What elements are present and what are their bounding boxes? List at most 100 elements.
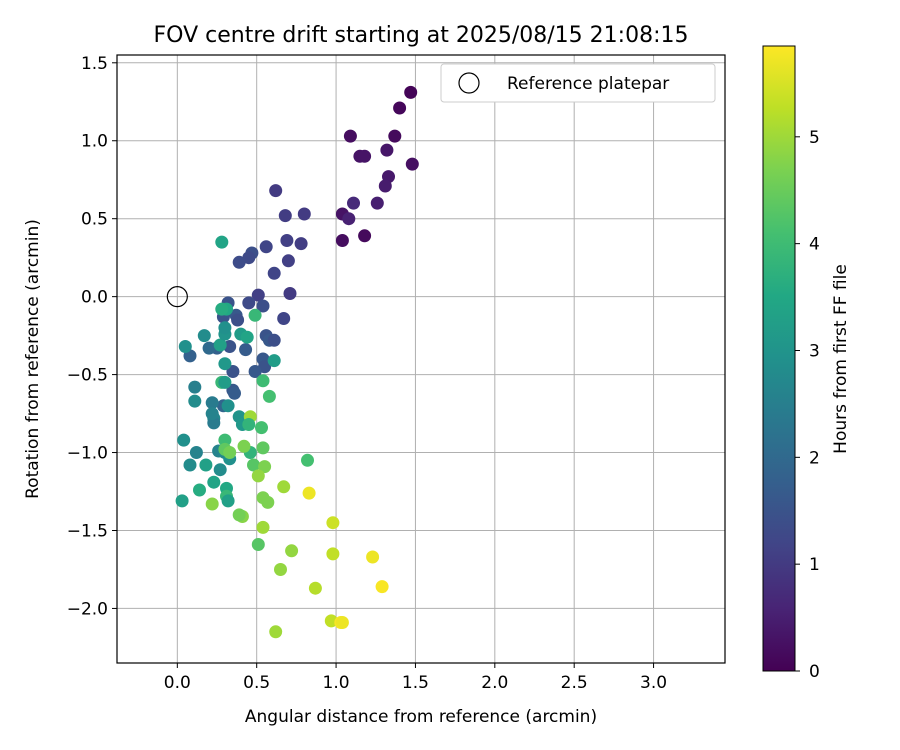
scatter-point [326, 547, 340, 561]
colorbar-ticks: 0 1 2 3 4 5 [795, 128, 820, 682]
scatter-point [256, 441, 270, 455]
scatter-point [378, 179, 392, 193]
scatter-point [283, 287, 297, 300]
scatter-point [388, 129, 402, 143]
x-tick-label: 0.0 [164, 673, 191, 693]
x-tick-label: 1.0 [323, 673, 350, 693]
x-tick-label: 2.0 [481, 673, 508, 693]
colorbar-gradient [762, 45, 796, 672]
scatter-point [302, 486, 316, 500]
scatter-point [197, 329, 211, 343]
x-tick-label: 3.0 [640, 673, 667, 693]
scatter-point [215, 235, 229, 249]
scatter-point [251, 469, 265, 483]
legend-box [440, 63, 716, 103]
scatter-point [358, 229, 372, 243]
scatter-point [205, 407, 219, 421]
y-tick-label: −1.5 [67, 521, 108, 541]
scatter-point [251, 538, 265, 551]
scatter-point [256, 299, 270, 313]
scatter-point [393, 101, 407, 115]
scatter-point [308, 581, 322, 595]
scatter-point [256, 520, 270, 534]
plot-frame [116, 54, 726, 664]
scatter-point [326, 516, 340, 530]
scatter-point [248, 365, 262, 378]
x-tick-label: 1.5 [402, 673, 429, 693]
x-axis-label: Angular distance from reference (arcmin) [245, 707, 597, 727]
scatter-point [242, 296, 256, 310]
scatter-point [405, 157, 419, 171]
colorbar-tick-label: 1 [809, 555, 820, 575]
colorbar-tick-label: 5 [809, 128, 820, 148]
scatter-point [221, 399, 235, 413]
scatter-point [294, 237, 308, 251]
scatter-point [221, 494, 235, 508]
scatter-point [202, 341, 216, 355]
scatter-point [188, 380, 202, 394]
scatter-point [342, 212, 356, 226]
y-tick-label: −2.0 [67, 599, 108, 619]
scatter-point [370, 196, 384, 210]
scatter-point [218, 321, 232, 335]
scatter-point [301, 453, 314, 467]
chart-title: FOV centre drift starting at 2025/08/15 … [154, 23, 689, 48]
colorbar-tick-label: 2 [809, 448, 820, 468]
scatter-point [231, 313, 245, 327]
scatter-point [269, 625, 283, 639]
scatter-point [183, 458, 197, 472]
y-tick-label: −1.0 [67, 444, 108, 464]
scatter-point [255, 421, 268, 435]
x-tick-label: 0.5 [243, 673, 270, 693]
scatter-point [280, 234, 294, 247]
scatter-point [343, 129, 357, 143]
scatter-point [213, 338, 227, 352]
y-tick-label: 0.0 [81, 288, 108, 308]
scatter-point [277, 312, 291, 325]
scatter-point [335, 616, 349, 629]
x-tick-label: 2.5 [561, 673, 588, 693]
scatter-points [166, 85, 419, 639]
scatter-point [232, 508, 246, 522]
scatter-point [278, 209, 292, 223]
scatter-point [177, 433, 191, 447]
scatter-point [193, 483, 206, 497]
scatter-point [239, 343, 253, 357]
y-tick-label: 1.5 [81, 54, 108, 74]
colorbar-label: Hours from first FF file [831, 264, 851, 454]
legend-marker-reference [458, 72, 480, 94]
scatter-point [205, 396, 219, 410]
scatter-point [175, 494, 189, 508]
y-tick-label: 0.5 [81, 210, 108, 230]
y-tick-label: 1.0 [81, 132, 108, 152]
scatter-point [404, 85, 418, 99]
colorbar: 0 1 2 3 4 5 Hours from first FF file [762, 45, 851, 682]
scatter-point [240, 330, 254, 344]
scatter-point [205, 497, 219, 511]
scatter-point [223, 446, 237, 459]
scatter-point [256, 374, 270, 388]
grid-lines [117, 55, 725, 663]
y-tick-label: −0.5 [67, 366, 108, 386]
scatter-point [251, 288, 265, 302]
scatter-point [213, 463, 227, 477]
scatter-point [259, 240, 273, 254]
scatter-point [247, 458, 260, 472]
scatter-point [335, 234, 349, 247]
scatter-point [226, 365, 240, 378]
scatter-point [375, 580, 389, 594]
scatter-point [218, 375, 232, 389]
legend-label-reference: Reference platepar [507, 74, 669, 94]
colorbar-tick-label: 4 [809, 235, 820, 255]
scatter-point [366, 550, 380, 564]
scatter-point [267, 266, 281, 280]
scatter-point [199, 458, 213, 472]
colorbar-tick-label: 3 [809, 341, 820, 361]
scatter-point [358, 149, 372, 163]
scatter-point [248, 308, 262, 322]
scatter-point [188, 394, 202, 408]
scatter-point [267, 333, 281, 347]
scatter-point [267, 354, 281, 368]
scatter-point [178, 340, 192, 353]
